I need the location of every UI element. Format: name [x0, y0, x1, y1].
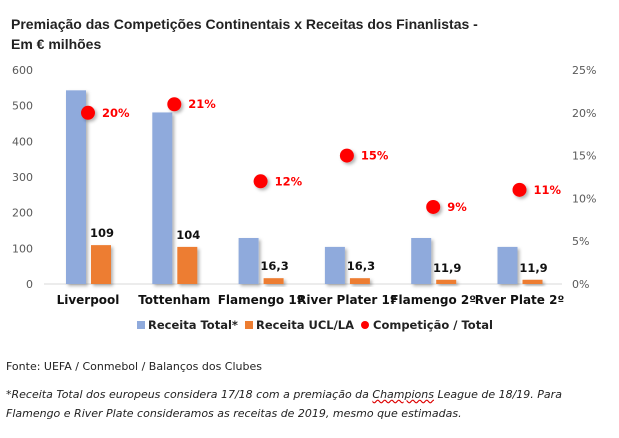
- legend-label-competicao-total: Competição / Total: [373, 318, 493, 332]
- title-line-1: Premiação das Competições Continentais x…: [11, 16, 478, 32]
- point-competicao-total: [81, 105, 95, 120]
- data-label-competicao-total: 20%: [102, 106, 130, 120]
- bar-receita-ucl-la: [177, 246, 198, 284]
- chart: 0 100 200 300 400 500 600 0% 5% 10% 15% 20% 25% 109…: [12, 64, 596, 332]
- source-note: Fonte: UEFA / Conmebol / Balanços dos Cl…: [6, 360, 262, 373]
- y-right-tick-label: 0%: [572, 278, 589, 291]
- data-label-competicao-total: 21%: [188, 97, 216, 111]
- data-label-ucl-la: 109: [90, 226, 114, 240]
- y-left-tick-label: 600: [12, 64, 33, 77]
- y-left-tick-label: 200: [12, 207, 33, 220]
- point-competicao-total: [167, 97, 182, 112]
- chart-title: Premiação das Competições Continentais x…: [11, 14, 478, 54]
- legend-swatch-receita-total: [137, 321, 145, 329]
- footnote: *Receita Total dos europeus considera 17…: [6, 385, 616, 423]
- y-left-tick-label: 100: [12, 242, 33, 255]
- data-label-ucl-la: 11,9: [433, 261, 461, 275]
- data-label-competicao-total: 12%: [275, 174, 303, 188]
- point-competicao-total: [253, 174, 268, 189]
- bar-receita-ucl-la: [522, 279, 543, 284]
- legend-swatch-receita-ucl-la: [245, 321, 253, 329]
- bar-receita-total: [152, 112, 173, 285]
- y-right-tick-label: 5%: [572, 235, 589, 248]
- point-competicao-total: [426, 199, 441, 214]
- point-competicao-total: [339, 148, 354, 163]
- data-label-competicao-total: 15%: [361, 149, 389, 163]
- data-label-ucl-la: 16,3: [260, 259, 288, 273]
- data-label-competicao-total: 11%: [534, 183, 562, 197]
- data-label-ucl-la: 16,3: [347, 259, 375, 273]
- x-category-label: Flamengo 1º: [218, 293, 304, 307]
- bar-receita-total: [66, 90, 86, 284]
- bar-receita-ucl-la: [436, 279, 457, 284]
- footnote-underlined-word: Champions: [372, 388, 434, 401]
- y-right-tick-label: 20%: [572, 107, 596, 120]
- bar-receita-total: [411, 237, 432, 284]
- y-right-tick-label: 25%: [572, 64, 596, 77]
- data-label-competicao-total: 9%: [447, 200, 467, 214]
- footnote-part-2: League de 18/19. Para Flamengo e River P…: [6, 388, 562, 420]
- bar-receita-ucl-la: [349, 278, 370, 284]
- y-left-tick-label: 300: [12, 171, 33, 184]
- bar-receita-ucl-la: [263, 278, 284, 284]
- x-category-label: Tottenham: [138, 293, 210, 307]
- bar-receita-ucl-la: [91, 245, 111, 284]
- legend-label-receita-total: Receita Total*: [148, 318, 238, 332]
- bar-receita-total: [324, 246, 345, 284]
- data-label-ucl-la: 104: [176, 228, 200, 242]
- x-category-label: Liverpool: [57, 293, 120, 307]
- y-left-tick-label: 0: [26, 278, 33, 291]
- x-category-label: Flamengo 2º: [390, 293, 476, 307]
- x-category-label: River Plater 1º: [297, 293, 397, 307]
- title-line-2: Em € milhões: [11, 36, 102, 52]
- y-right-tick-label: 10%: [572, 192, 596, 205]
- legend-swatch-competicao-total: [361, 321, 369, 329]
- bar-receita-total: [497, 246, 518, 284]
- y-right-tick-label: 15%: [572, 150, 596, 163]
- legend-label-receita-ucl-la: Receita UCL/LA: [256, 318, 354, 332]
- y-left-tick-label: 400: [12, 135, 33, 148]
- data-label-ucl-la: 11,9: [519, 261, 547, 275]
- y-left-tick-label: 500: [12, 100, 33, 113]
- point-competicao-total: [512, 182, 527, 197]
- bar-receita-total: [238, 237, 259, 284]
- x-category-label: Rver Plate 2º: [475, 293, 565, 307]
- footnote-part-1: *Receita Total dos europeus considera 17…: [6, 388, 373, 401]
